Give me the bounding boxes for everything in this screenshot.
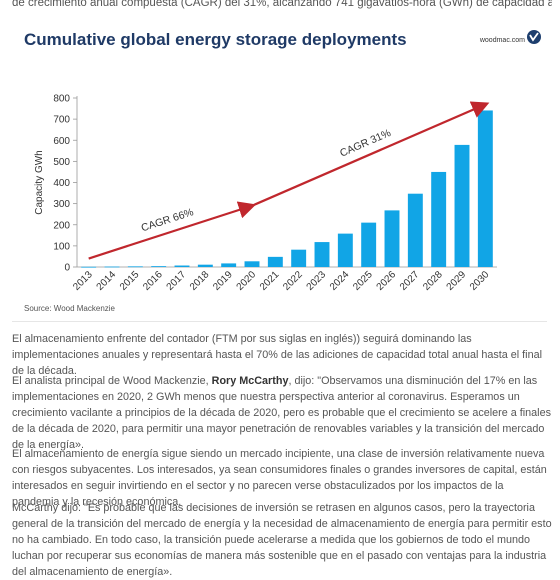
- x-tick-label: 2023: [305, 269, 329, 293]
- x-tick-label: 2022: [281, 269, 305, 293]
- bar-2013: [81, 266, 97, 268]
- x-tick-label: 2018: [188, 269, 212, 293]
- x-tick-label: 2021: [258, 269, 282, 293]
- x-tick-label: 2030: [468, 269, 492, 293]
- chart-figure: Cumulative global energy storage deploym…: [12, 16, 547, 322]
- bar-2016: [151, 266, 167, 267]
- article-paragraph-analyst: El analista principal de Wood Mackenzie,…: [12, 373, 552, 453]
- y-tick-label: 700: [53, 115, 70, 126]
- article-paragraph-quote: McCarthy dijo: "Es probable que las deci…: [12, 500, 552, 580]
- bar-2018: [197, 264, 213, 267]
- paragraph-rest: , dijo: "Observamos una disminución del …: [12, 375, 551, 451]
- x-tick-label: 2015: [118, 269, 142, 293]
- article-paragraph-ftm: El almacenamiento enfrente del contador …: [12, 331, 552, 379]
- cagr-annotation-label: CAGR 66%: [140, 206, 195, 234]
- paragraph-prefix: El analista principal de Wood Mackenzie,: [12, 375, 212, 387]
- x-tick-label: 2019: [211, 269, 235, 293]
- bar-2021: [267, 256, 283, 267]
- bar-chart: 0 100 200 300 400 500 600 700 800 Capacity GWh 201…: [34, 94, 497, 293]
- article-top-clipped-text: de crecimiento anual compuesta (CAGR) de…: [12, 0, 552, 9]
- cagr-annotation-label: CAGR 31%: [338, 127, 393, 160]
- bar-2022: [291, 249, 307, 267]
- x-tick-label: 2026: [375, 269, 399, 293]
- bar-2014: [104, 266, 120, 268]
- x-tick-label: 2028: [421, 269, 445, 293]
- bar-2026: [384, 210, 400, 267]
- x-tick-label: 2017: [165, 269, 189, 293]
- paragraph-text: El almacenamiento enfrente del contador …: [12, 333, 542, 377]
- y-tick-label: 300: [53, 199, 70, 210]
- x-tick-label: 2027: [398, 269, 422, 293]
- y-tick-label: 200: [53, 220, 70, 231]
- article-paragraph-market: El almacenamiento de energía sigue siend…: [12, 446, 552, 510]
- bar-2030: [477, 110, 493, 268]
- paragraph-text: El analista principal de Wood Mackenzie,…: [12, 373, 552, 453]
- bar-2027: [407, 193, 423, 267]
- y-tick-label: 600: [53, 136, 70, 147]
- bar-2028: [431, 171, 447, 267]
- x-tick-label: 2016: [141, 269, 165, 293]
- y-tick-label: 0: [64, 263, 70, 274]
- y-tick-label: 800: [53, 94, 70, 105]
- x-tick-label: 2029: [445, 269, 469, 293]
- bar-2019: [221, 263, 237, 267]
- cagr-arrow: [88, 201, 257, 260]
- y-tick-label: 500: [53, 157, 70, 168]
- x-tick-label: 2013: [71, 269, 95, 293]
- bar-2029: [454, 144, 470, 267]
- paragraph-text: El almacenamiento de energía sigue siend…: [12, 448, 547, 508]
- bar-2023: [314, 242, 330, 267]
- y-tick-label: 400: [53, 178, 70, 189]
- analyst-name: Rory McCarthy: [211, 375, 289, 387]
- chart-source: Source: Wood Mackenzie: [24, 304, 116, 313]
- x-tick-label: 2020: [235, 269, 259, 293]
- bar-2024: [337, 233, 353, 267]
- x-tick-label: 2024: [328, 269, 352, 293]
- bar-2017: [174, 265, 190, 267]
- cagr-arrow: [251, 101, 490, 207]
- woodmac-logo-icon: [527, 30, 541, 44]
- y-axis-label: Capacity GWh: [34, 150, 45, 214]
- chart-title: Cumulative global energy storage deploym…: [24, 30, 407, 49]
- y-tick-label: 100: [53, 241, 70, 252]
- brand-url[interactable]: woodmac.com: [479, 37, 525, 44]
- paragraph-text: McCarthy dijo: "Es probable que las deci…: [12, 502, 552, 578]
- bar-2020: [244, 261, 260, 267]
- bar-2025: [361, 222, 377, 267]
- x-tick-label: 2025: [351, 269, 375, 293]
- bar-2015: [127, 266, 143, 268]
- x-tick-label: 2014: [95, 269, 119, 293]
